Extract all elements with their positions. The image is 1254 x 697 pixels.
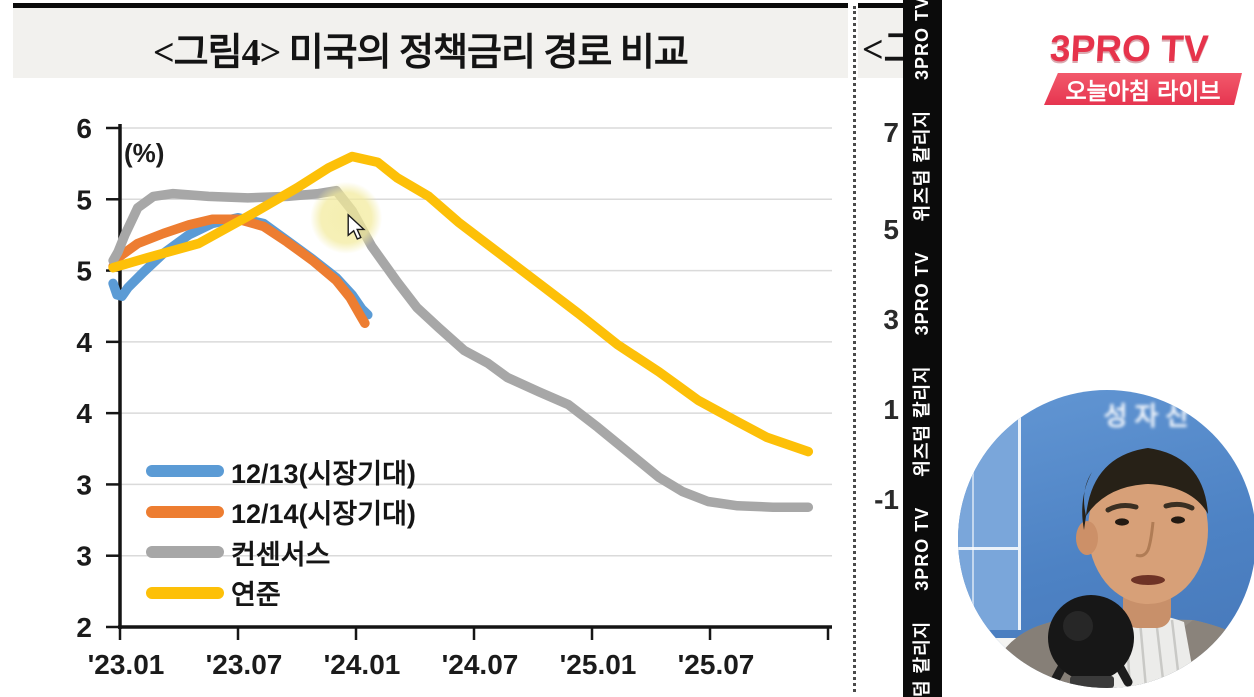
- hair-side: [1082, 472, 1092, 530]
- badge-text-bold: 오늘아침: [1065, 78, 1151, 104]
- chart1-title-band: <그림4> 미국의 정책금리 경로 비교: [13, 3, 848, 78]
- watermark-strip-text: 덤 칼리지 3PRO TV 위즈덤 칼리지 3PRO TV 위즈덤 칼리지 3P…: [912, 0, 932, 697]
- y-tick-label: 3: [76, 469, 92, 500]
- chart2-title-band: <그: [858, 3, 903, 78]
- y-tick-label: 4: [76, 327, 92, 358]
- legend-swatch-icon: [146, 465, 224, 477]
- gridlines: [120, 127, 832, 557]
- x-tick-label: '25.07: [678, 649, 755, 680]
- legend-label: 12/14(시장기대): [231, 499, 416, 529]
- y-tick-label: 2: [76, 612, 92, 643]
- eyebrow-right: [1163, 501, 1195, 511]
- hair: [1086, 448, 1208, 516]
- mouse-cursor-icon: [347, 213, 366, 240]
- chart2-y-tick-label: -1: [874, 484, 899, 515]
- ear: [1076, 521, 1098, 555]
- badge-text-rest: 라이브: [1157, 78, 1221, 104]
- chart2-y-tick-label: 1: [883, 394, 899, 425]
- axes: 6 5 5 4 4 3 3 2 '23.01 '23.07 '24.01 '24.07 '25.01 '2…: [76, 113, 832, 680]
- legend-item: 12/14(시장기대): [146, 497, 416, 529]
- data-series-lines: [108, 151, 814, 512]
- y-tick-label: 4: [76, 398, 92, 429]
- x-tick-label: '25.01: [560, 649, 637, 680]
- y-tick-label: 5: [76, 256, 92, 287]
- presenter-webcam-circle: 성자산: [958, 390, 1254, 688]
- chart2-y-tick-label: 5: [883, 214, 899, 245]
- presenter-illustration: [988, 448, 1254, 688]
- legend-swatch-icon: [146, 546, 224, 558]
- legend-item: 12/13(시장기대): [146, 456, 416, 489]
- legend-label: 컨센서스: [231, 539, 331, 570]
- series-line-연준: [108, 151, 814, 457]
- mic-highlight: [1063, 611, 1093, 641]
- highlight-halo: [310, 181, 383, 254]
- mic-head: [1048, 595, 1134, 681]
- nose: [1135, 521, 1155, 558]
- studio-wall-panel: [958, 390, 1021, 630]
- y-tick-label: 3: [76, 541, 92, 572]
- y-tick-label: 6: [76, 113, 92, 144]
- figure-divider-dotted-line: [853, 6, 856, 692]
- legend-swatch-icon: [146, 586, 224, 599]
- legend-item: 컨센서스: [146, 537, 330, 570]
- face: [1088, 456, 1208, 604]
- cursor-highlight: [310, 181, 383, 254]
- jacket-right-shoulder: [1180, 620, 1254, 688]
- x-tick-label: '23.07: [206, 649, 283, 680]
- program-badge: 오늘아침 라이브: [1044, 73, 1242, 105]
- chart1-title: <그림4> 미국의 정책금리 경로 비교: [153, 32, 689, 74]
- legend-swatch-icon: [146, 505, 224, 518]
- series-line-컨센서스: [108, 185, 814, 512]
- legend-label: 12/13(시장기대): [231, 458, 416, 489]
- mouth: [1131, 575, 1165, 585]
- watermark-strip: 덤 칼리지 3PRO TV 위즈덤 칼리지 3PRO TV 위즈덤 칼리지 3P…: [903, 0, 942, 697]
- x-tick-label: '24.01: [324, 649, 401, 680]
- y-axis-unit-label: (%): [124, 138, 165, 168]
- chart2-y-tick-label: 7: [883, 117, 899, 148]
- eyebrow-left: [1105, 503, 1139, 513]
- legend-item: 연준: [146, 578, 281, 610]
- chart2-y-axis-labels: 7 5 3 1 -1: [846, 0, 902, 697]
- x-tick-label: '23.01: [88, 649, 165, 680]
- chart2-y-tick-label: 3: [883, 304, 899, 335]
- x-tick-label: '24.07: [442, 649, 519, 680]
- eye-left: [1115, 518, 1129, 526]
- studio-wall-text: 성자산: [1103, 401, 1197, 431]
- series-line-12/14(시장기대): [108, 214, 370, 329]
- mic-mount: [1070, 676, 1114, 688]
- eye-right: [1171, 516, 1185, 524]
- channel-logo-3protv: 3PRO TV: [1048, 28, 1210, 69]
- legend-label: 연준: [231, 580, 281, 610]
- chart2-title-fragment: <그: [862, 29, 903, 71]
- y-tick-label: 5: [76, 184, 92, 215]
